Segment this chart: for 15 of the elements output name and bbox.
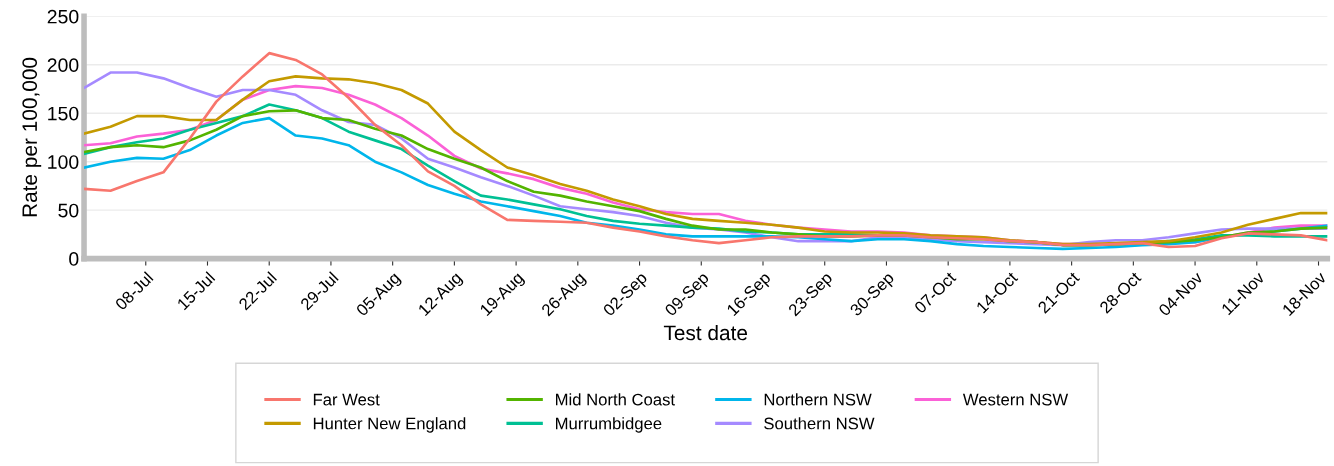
y-axis-title: Rate per 100,000 (22, 57, 42, 217)
y-tick-label: 200 (47, 58, 79, 73)
legend-label: Western NSW (962, 393, 1069, 406)
x-axis-title: Test date (663, 324, 748, 341)
legend-label: Northern NSW (764, 393, 872, 406)
y-tick-label: 100 (48, 155, 79, 169)
legend-label: Far West (313, 393, 380, 406)
legend-label: Murrumbidgee (556, 417, 662, 433)
legend-label: Hunter New England (313, 417, 466, 433)
y-tick-label: 250 (47, 9, 79, 24)
legend-label: Mid North Coast (556, 393, 675, 406)
y-tick-label: 50 (58, 203, 79, 218)
y-tick-label: 0 (69, 252, 79, 266)
y-tick-label: 150 (48, 106, 79, 121)
legend-label: Southern NSW (764, 417, 875, 430)
